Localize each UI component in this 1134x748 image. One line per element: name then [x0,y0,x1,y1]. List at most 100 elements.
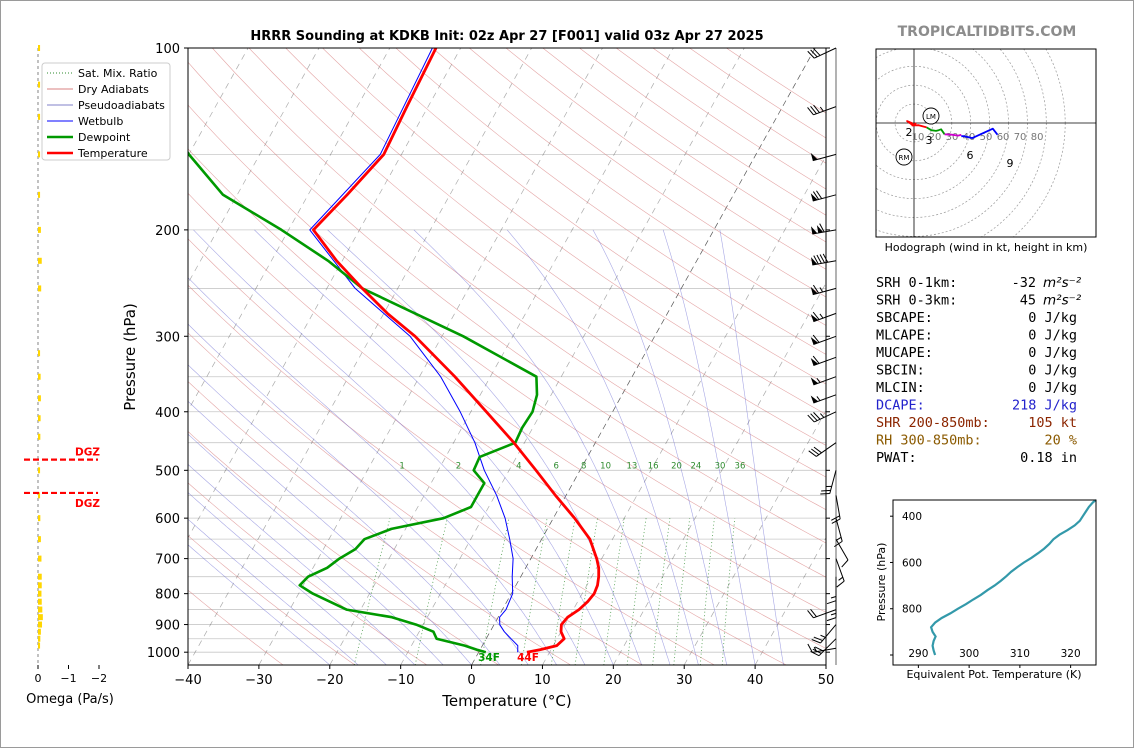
omega-x-label: Omega (Pa/s) [26,692,114,707]
mixing-ratio-label: 20 [671,461,682,471]
barb-full [826,600,837,605]
wind-barb [810,253,837,266]
theta-e-x-tick-label: 320 [1061,648,1081,660]
isotherm-line [188,48,249,157]
mixing-ratio-label: 4 [516,461,521,471]
mixing-ratio-line [673,518,691,665]
barb-full [831,518,841,524]
y-tick-label: 100 [155,42,180,57]
barb-staff [813,312,837,323]
isotherm-line [613,282,826,665]
omega-bar [38,635,41,642]
mixing-ratio-label: 36 [735,461,746,471]
theta-e-y-tick-label: 600 [902,557,922,569]
param-value: -32 [1012,275,1036,291]
wind-barbs [807,47,849,665]
wind-barb [810,152,837,162]
omega-bar [38,151,41,158]
barb-staff [818,638,837,657]
dry-adiabat [188,381,571,665]
storm-motion-label: RM [899,154,910,162]
theta-e-x-tick-label: 300 [959,648,979,660]
barb-full [834,540,843,548]
barb-staff [813,356,837,366]
watermark: TROPICALTIDBITS.COM [898,24,1077,40]
barb-full [831,515,840,521]
barb-full [812,191,820,200]
legend-entry: Dewpoint [78,131,131,144]
pseudoadiabat [188,463,416,665]
pseudoadiabat [188,492,387,665]
isobar-gridlines [188,47,826,666]
y-tick-label: 800 [155,588,180,603]
wind-barb [811,624,837,644]
dry-adiabat [395,48,826,355]
isotherm-line [471,48,816,665]
omega-bar [38,621,43,628]
barb-staff [814,411,837,423]
mixing-ratio-line [414,518,448,665]
barb-staff [813,394,837,404]
wind-barb [807,411,837,423]
param-value: 0 J/kg [1028,363,1077,379]
theta-e-curve [929,499,1097,656]
x-tick-label: 40 [747,673,764,688]
theta-e-x-tick-label: 290 [908,648,928,660]
barb-flag [810,336,819,345]
x-tick-label: 20 [605,673,622,688]
barb-half [819,313,824,319]
height-label: 9 [1007,157,1014,170]
wind-barb [835,558,845,588]
barb-full [841,559,849,568]
wind-barb [807,643,837,653]
mixing-ratio-line [480,518,510,665]
barb-full [819,254,826,264]
mixing-ratio-label: 13 [626,461,637,471]
x-tick-label: 0 [467,673,475,688]
barb-full [813,104,820,113]
omega-bar [38,433,41,440]
omega-panel: DGZ DGZ 0 −1 −2 Omega (Pa/s) [24,45,114,707]
pseudoadiabat [662,229,756,665]
dry-adiabat [188,148,826,613]
barb-flag [810,377,819,385]
barb-staff [820,624,837,644]
wind-barb [810,638,837,657]
theta-e-y-tick-label: 400 [902,511,922,523]
surface-dewpoint-label: 34F [478,652,500,664]
barb-staff [816,442,837,457]
omega-bar [38,590,42,597]
skewt-panel: 1 2 4 6 8 10 13 16 20 24 30 36 34F 44F 1002003004005… [41,42,834,710]
param-value: 0.18 in [1020,450,1077,466]
barb-half [819,287,824,293]
height-label: 3 [926,134,933,147]
barb-full [814,646,824,652]
mixing-ratio-line [353,518,391,665]
barb-full [812,311,820,320]
pseudoadiabat [188,277,557,665]
legend-entry: Temperature [77,147,148,160]
storm-motion-marker [922,107,940,125]
param-unit: m²s⁻² [1043,293,1082,309]
barb-flag [810,314,819,322]
barb-full [811,639,821,644]
param-label: MUCAPE: [876,345,933,361]
param-value: 0 J/kg [1028,328,1077,344]
barb-half [836,536,842,541]
legend-entry: Wetbulb [78,115,123,128]
barb-flag [810,226,818,235]
wind-barb [810,284,837,296]
legend-entry: Dry Adiabats [78,83,149,96]
pseudoadiabat [413,229,671,665]
wind-barb [810,376,837,386]
legend-entry: Sat. Mix. Ratio [78,67,158,80]
omega-bar [38,350,41,357]
param-label: MLCIN: [876,380,925,396]
barb-flag [816,225,824,234]
mixing-ratio-labels: 1 2 4 6 8 10 13 16 20 24 30 36 [399,461,745,471]
y-tick-label: 400 [155,406,180,421]
omega-bar [38,373,41,380]
hodograph-ring-label: 70 [1014,132,1027,143]
barb-full [820,492,830,495]
